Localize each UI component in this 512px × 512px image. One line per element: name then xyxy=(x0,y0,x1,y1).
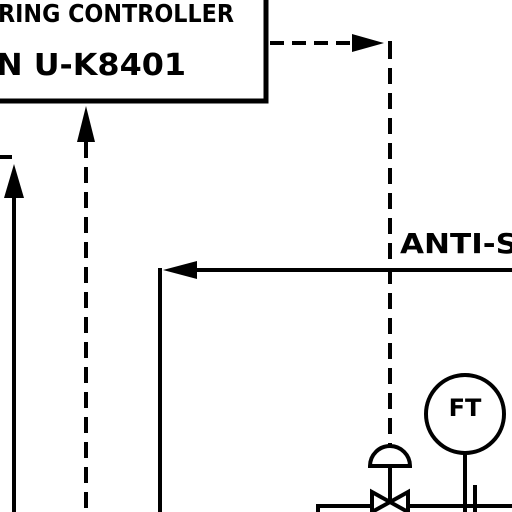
signal-arrowhead-up xyxy=(77,106,95,142)
controller-output-signal xyxy=(270,34,392,448)
left-arrowhead-up xyxy=(4,164,24,198)
controller-title-label: RING CONTROLLER xyxy=(0,0,234,28)
left-process-line xyxy=(0,155,24,512)
signal-arrowhead-right xyxy=(352,34,384,52)
controller-box: RING CONTROLLER N U-K8401 xyxy=(0,0,269,104)
anti-surge-arrowhead-left xyxy=(163,261,197,279)
controller-id-label: N U-K8401 xyxy=(0,48,186,83)
ft-label: FT xyxy=(449,394,482,422)
controller-box-outline xyxy=(0,0,269,104)
flow-transmitter: FT xyxy=(424,373,506,512)
anti-surge-line xyxy=(158,261,512,512)
valve-actuator xyxy=(367,444,413,468)
control-valve xyxy=(367,444,413,512)
process-pipe xyxy=(316,504,512,512)
anti-surge-label: ANTI-S xyxy=(400,227,512,260)
controller-input-signal xyxy=(77,106,95,512)
